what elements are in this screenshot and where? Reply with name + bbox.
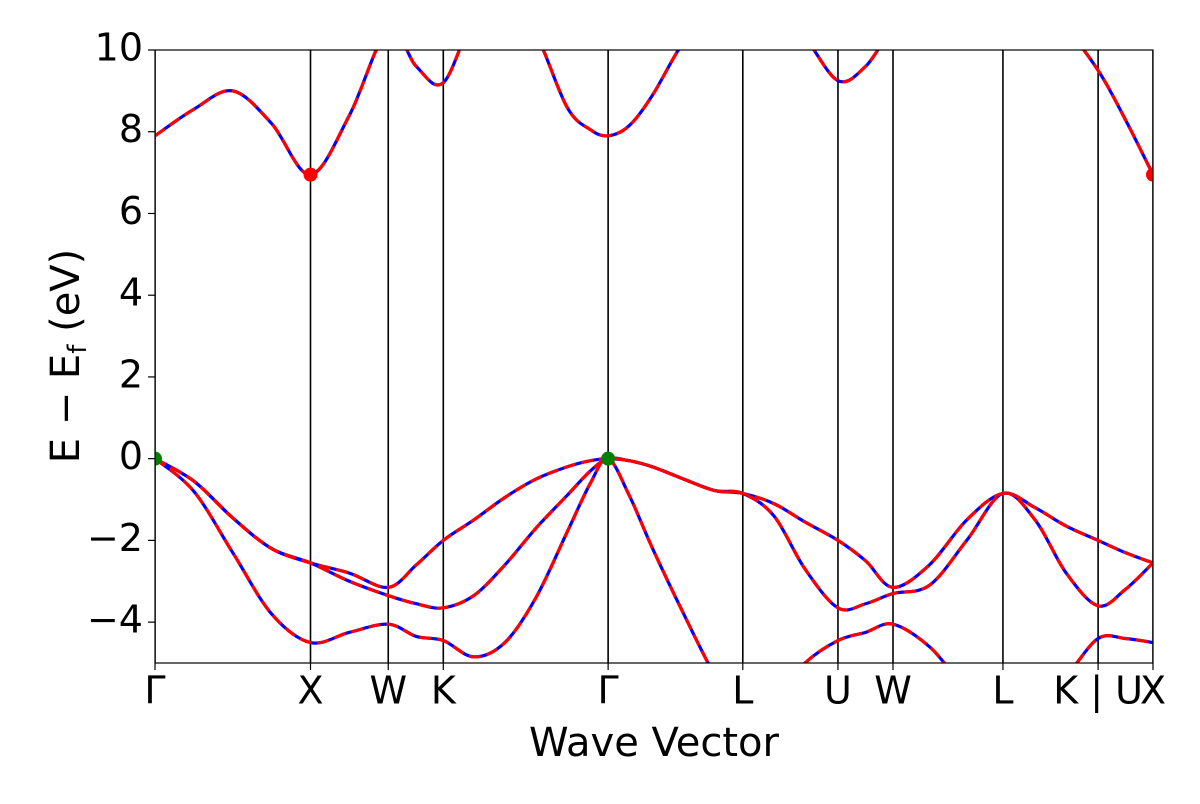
x-tick-label: Γ (598, 669, 619, 713)
x-tick-label: Γ (144, 669, 165, 713)
y-tick-label: −4 (87, 598, 143, 642)
extremum-marker (155, 451, 162, 466)
y-tick-label: 10 (95, 26, 143, 70)
y-tick-label: −2 (87, 516, 143, 560)
extremum-marker (1146, 167, 1153, 182)
band-line (155, 50, 1153, 177)
y-tick-label: 4 (119, 271, 143, 315)
x-axis-label: Wave Vector (529, 720, 780, 766)
extremum-marker (601, 451, 616, 466)
x-tick-label: X (1140, 669, 1166, 713)
band-line (155, 457, 1153, 590)
x-tick-label: U (824, 669, 852, 713)
y-tick-label: 6 (119, 189, 143, 233)
x-tick-label: L (992, 669, 1013, 713)
y-axis-label-part: f (63, 344, 93, 354)
y-tick-label: 8 (119, 107, 143, 151)
x-tick-label: K | U (1053, 669, 1143, 714)
extremum-marker (303, 167, 318, 182)
y-tick-label: 0 (119, 434, 143, 478)
x-tick-label: K (431, 669, 457, 713)
x-tick-label: W (369, 669, 407, 713)
y-axis-label-part: E − E (43, 354, 89, 464)
axes-frame (154, 49, 1154, 664)
band-line (155, 457, 1153, 663)
x-tick-label: W (874, 669, 912, 713)
y-axis-label-part: (eV) (43, 249, 89, 345)
y-axis-label: E − Ef (eV) (43, 249, 93, 464)
plot-area (155, 50, 1153, 663)
y-tick-label: 2 (119, 352, 143, 396)
x-tick-label: X (297, 669, 323, 713)
x-tick-label: L (732, 669, 753, 713)
